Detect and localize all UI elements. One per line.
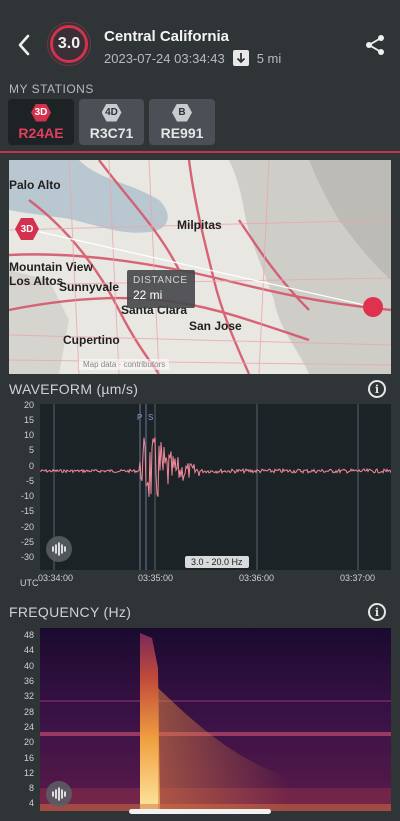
audio-waveform-icon xyxy=(52,787,66,801)
y-tick-label: 24 xyxy=(23,722,34,732)
stations-label: MY STATIONS xyxy=(9,82,94,96)
y-tick-label: -10 xyxy=(20,491,34,501)
spectrogram-panel[interactable] xyxy=(40,628,391,811)
station-tab-r3c71[interactable]: 4D R3C71 xyxy=(79,99,144,145)
x-tick-label: 03:37:00 xyxy=(340,573,376,583)
frequency-info-button[interactable]: i xyxy=(368,603,386,621)
x-unit-label: UTC xyxy=(20,578,39,588)
map-place-label: Los Altos xyxy=(9,274,64,288)
event-map[interactable]: Palo Alto Milpitas Mountain View Los Alt… xyxy=(9,160,391,374)
waveform-info-button[interactable]: i xyxy=(368,380,386,398)
waveform-y-axis: 20 15 10 5 0 -5 -10 -15 -20 -25 -30 xyxy=(0,400,38,572)
y-tick-label: 0 xyxy=(28,461,34,471)
waveform-title: WAVEFORM (µm/s) xyxy=(9,381,139,397)
distance-tooltip: DISTANCE 22 mi xyxy=(127,270,195,308)
distance-title: DISTANCE xyxy=(133,275,188,286)
waveform-panel[interactable]: P S 3.0 - 20.0 Hz xyxy=(40,404,391,570)
y-tick-label: 10 xyxy=(23,430,34,440)
home-indicator[interactable] xyxy=(129,809,271,814)
y-tick-label: 48 xyxy=(23,630,34,640)
x-tick-label: 03:34:00 xyxy=(38,573,74,583)
info-icon: i xyxy=(374,605,380,619)
y-tick-label: 12 xyxy=(23,768,34,778)
y-tick-label: 16 xyxy=(23,753,34,763)
y-tick-label: 4 xyxy=(28,798,34,808)
station-tab-r24ae[interactable]: 3D R24AE xyxy=(8,99,74,145)
spectrogram-plot xyxy=(40,628,391,811)
y-tick-label: 40 xyxy=(23,661,34,671)
x-tick-label: 03:36:00 xyxy=(239,573,275,583)
arrow-down-icon xyxy=(232,50,249,66)
station-name: RE991 xyxy=(160,124,204,141)
y-tick-label: -25 xyxy=(20,537,34,547)
y-tick-label: -30 xyxy=(20,552,34,562)
frequency-y-axis: 48 44 40 36 32 28 24 20 16 12 8 4 xyxy=(0,628,38,810)
x-tick-label: 03:35:00 xyxy=(138,573,174,583)
y-tick-label: 8 xyxy=(28,783,34,793)
event-timestamp: 2023-07-24 03:34:43 xyxy=(104,50,225,66)
map-place-label: San Jose xyxy=(189,319,242,333)
y-tick-label: 15 xyxy=(23,415,34,425)
share-button[interactable] xyxy=(364,34,386,56)
map-attribution[interactable]: Map data · contributors xyxy=(79,359,170,370)
back-button[interactable] xyxy=(10,30,38,60)
magnitude-badge: 3.0 xyxy=(47,22,91,66)
y-tick-label: 32 xyxy=(23,691,34,701)
map-place-label: Cupertino xyxy=(63,333,120,347)
station-name: R24AE xyxy=(18,124,64,141)
frequency-title: FREQUENCY (Hz) xyxy=(9,604,132,620)
waveform-audio-button[interactable] xyxy=(46,536,72,562)
y-tick-label: 5 xyxy=(28,445,34,455)
epicenter-marker[interactable] xyxy=(363,297,383,317)
magnitude-value: 3.0 xyxy=(57,35,81,52)
map-place-label: Sunnyvale xyxy=(59,280,120,294)
audio-waveform-icon xyxy=(52,542,66,556)
y-tick-label: 28 xyxy=(23,707,34,717)
map-place-label: Palo Alto xyxy=(9,178,61,192)
station-type-badge: 4D xyxy=(101,103,122,122)
stations-divider xyxy=(0,151,400,153)
event-meta: 2023-07-24 03:34:43 5 mi xyxy=(104,50,281,66)
station-name: R3C71 xyxy=(89,124,134,141)
y-tick-label: 20 xyxy=(23,737,34,747)
info-icon: i xyxy=(374,382,380,396)
chevron-left-icon xyxy=(18,34,30,56)
p-wave-label: P xyxy=(137,413,142,422)
y-tick-label: 36 xyxy=(23,676,34,686)
y-tick-label: 20 xyxy=(23,400,34,410)
event-title: Central California xyxy=(104,28,230,45)
filter-range-chip[interactable]: 3.0 - 20.0 Hz xyxy=(185,556,249,568)
y-tick-label: -20 xyxy=(20,522,34,532)
s-wave-label: S xyxy=(148,413,153,422)
y-tick-label: -5 xyxy=(25,476,34,486)
event-distance: 5 mi xyxy=(256,50,282,66)
waveform-plot: P S xyxy=(40,404,391,570)
map-place-label: Mountain View xyxy=(9,260,93,274)
map-station-marker[interactable]: 3D xyxy=(15,218,39,240)
event-header: 3.0 Central California 2023-07-24 03:34:… xyxy=(0,0,400,78)
station-type-badge: B xyxy=(172,103,192,122)
y-tick-label: -15 xyxy=(20,506,34,516)
spectrogram-audio-button[interactable] xyxy=(46,781,72,807)
station-tab-re991[interactable]: B RE991 xyxy=(149,99,215,145)
map-place-label: Milpitas xyxy=(177,218,222,232)
share-icon xyxy=(366,35,384,55)
station-type-badge: 3D xyxy=(31,103,51,122)
distance-value: 22 mi xyxy=(133,288,163,302)
y-tick-label: 44 xyxy=(23,645,34,655)
station-tabs: 3D R24AE 4D R3C71 B RE991 xyxy=(8,99,215,145)
